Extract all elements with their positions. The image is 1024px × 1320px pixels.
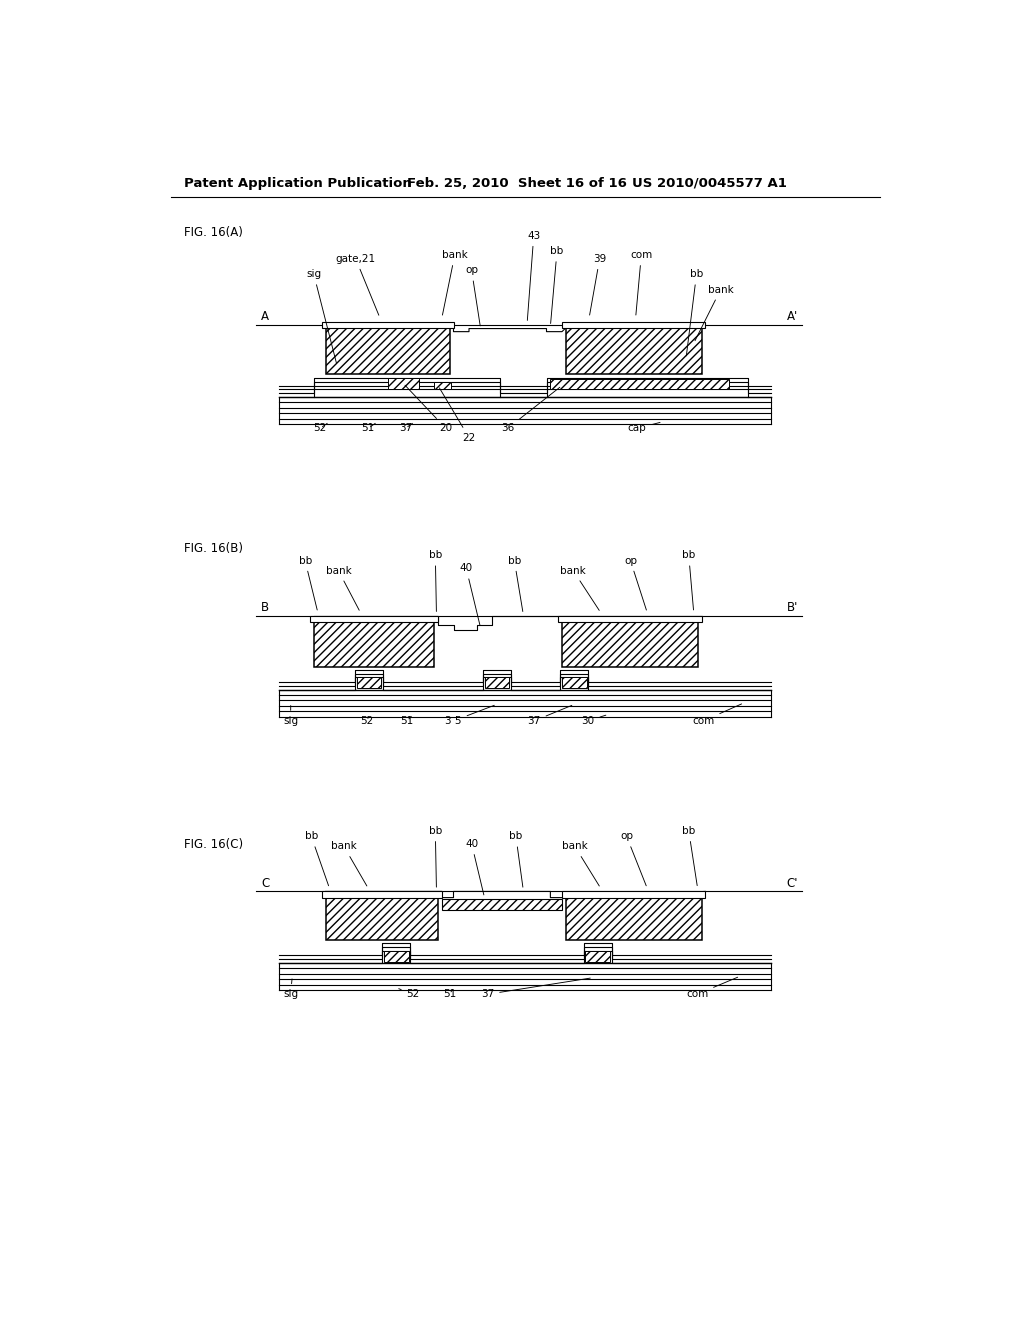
Text: bank: bank xyxy=(326,566,359,610)
Text: Patent Application Publication: Patent Application Publication xyxy=(183,177,412,190)
Text: com: com xyxy=(692,704,741,726)
Text: 37: 37 xyxy=(481,978,590,999)
Bar xyxy=(484,677,509,688)
Bar xyxy=(384,950,409,961)
Bar xyxy=(434,381,452,389)
Text: com: com xyxy=(686,977,737,999)
Text: bank: bank xyxy=(695,285,733,341)
Text: A': A' xyxy=(786,310,798,323)
Text: sig: sig xyxy=(306,269,337,363)
Text: bb: bb xyxy=(550,247,563,323)
Text: 40: 40 xyxy=(465,840,484,895)
Text: FIG. 16(B): FIG. 16(B) xyxy=(183,543,243,554)
Text: US 2010/0045577 A1: US 2010/0045577 A1 xyxy=(632,177,786,190)
Text: op: op xyxy=(465,265,480,326)
Text: 51: 51 xyxy=(400,715,414,726)
Bar xyxy=(388,378,419,389)
Text: 37: 37 xyxy=(527,705,571,726)
Bar xyxy=(586,950,610,961)
Text: 52: 52 xyxy=(360,715,374,726)
Text: bb: bb xyxy=(299,556,317,610)
Bar xyxy=(356,677,381,688)
Text: FIG. 16(C): FIG. 16(C) xyxy=(183,838,243,851)
Text: 51: 51 xyxy=(361,424,375,433)
Text: sig: sig xyxy=(283,979,298,999)
Text: sig: sig xyxy=(283,706,298,726)
Bar xyxy=(558,615,701,622)
Text: B': B' xyxy=(786,601,798,614)
Text: 36: 36 xyxy=(501,387,560,433)
Bar xyxy=(314,622,434,667)
Text: B: B xyxy=(261,601,269,614)
Bar xyxy=(442,899,562,909)
Bar xyxy=(562,622,697,667)
Bar xyxy=(322,322,454,327)
Text: bb: bb xyxy=(682,826,697,886)
Text: 20: 20 xyxy=(406,385,453,433)
Text: bank: bank xyxy=(442,249,468,315)
Bar xyxy=(562,891,706,898)
Text: op: op xyxy=(624,556,646,610)
Text: 52: 52 xyxy=(398,989,420,999)
Text: bb: bb xyxy=(682,550,695,610)
Text: bb: bb xyxy=(429,826,442,887)
Bar xyxy=(550,379,729,389)
Text: 22: 22 xyxy=(439,388,475,442)
Text: C': C' xyxy=(786,876,799,890)
Text: bank: bank xyxy=(560,566,599,610)
Text: op: op xyxy=(621,832,646,886)
Text: FIG. 16(A): FIG. 16(A) xyxy=(183,226,243,239)
Text: bank: bank xyxy=(562,841,599,886)
Bar xyxy=(566,327,701,374)
Text: 51: 51 xyxy=(443,989,457,999)
Text: C: C xyxy=(261,876,269,890)
Text: cap: cap xyxy=(628,422,660,433)
Bar xyxy=(322,891,442,898)
Bar xyxy=(326,327,450,374)
Text: bb: bb xyxy=(508,556,523,611)
Text: 39: 39 xyxy=(590,253,606,315)
Text: A: A xyxy=(261,310,269,323)
Text: 43: 43 xyxy=(527,231,541,321)
Text: 52: 52 xyxy=(313,424,328,433)
Text: bb: bb xyxy=(429,550,442,611)
Text: 3 5: 3 5 xyxy=(445,705,495,726)
Bar xyxy=(326,898,438,940)
Bar xyxy=(562,677,587,688)
Text: gate,21: gate,21 xyxy=(336,253,379,315)
Bar xyxy=(310,615,438,622)
Text: bb: bb xyxy=(686,269,703,356)
Text: com: com xyxy=(630,249,652,315)
Text: 40: 40 xyxy=(460,564,480,626)
Bar xyxy=(562,322,706,327)
Text: 37: 37 xyxy=(398,424,413,433)
Text: bank: bank xyxy=(331,841,367,886)
Text: bb: bb xyxy=(305,832,329,886)
Text: 30: 30 xyxy=(582,715,606,726)
Text: Feb. 25, 2010  Sheet 16 of 16: Feb. 25, 2010 Sheet 16 of 16 xyxy=(407,177,627,190)
Text: bb: bb xyxy=(509,832,523,887)
Bar xyxy=(566,898,701,940)
